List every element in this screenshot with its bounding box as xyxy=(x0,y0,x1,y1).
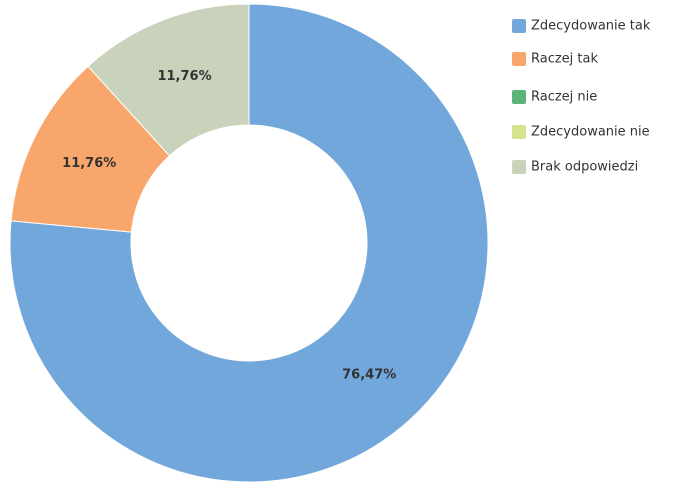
legend-label: Raczej nie xyxy=(531,90,597,105)
legend-swatch xyxy=(512,19,526,33)
legend-label: Raczej tak xyxy=(531,52,598,67)
legend-swatch xyxy=(512,160,526,174)
legend-label: Brak odpowiedzi xyxy=(531,160,638,175)
data-label: 76,47% xyxy=(342,367,396,382)
legend-swatch xyxy=(512,90,526,104)
donut-slice xyxy=(87,3,250,157)
legend-label: Zdecydowanie tak xyxy=(531,19,651,34)
data-label: 11,76% xyxy=(157,69,211,84)
legend-label: Zdecydowanie nie xyxy=(531,125,650,140)
legend-swatch xyxy=(512,125,526,139)
legend-swatch xyxy=(512,52,526,66)
data-label: 11,76% xyxy=(62,156,116,171)
donut-slice xyxy=(9,3,489,483)
